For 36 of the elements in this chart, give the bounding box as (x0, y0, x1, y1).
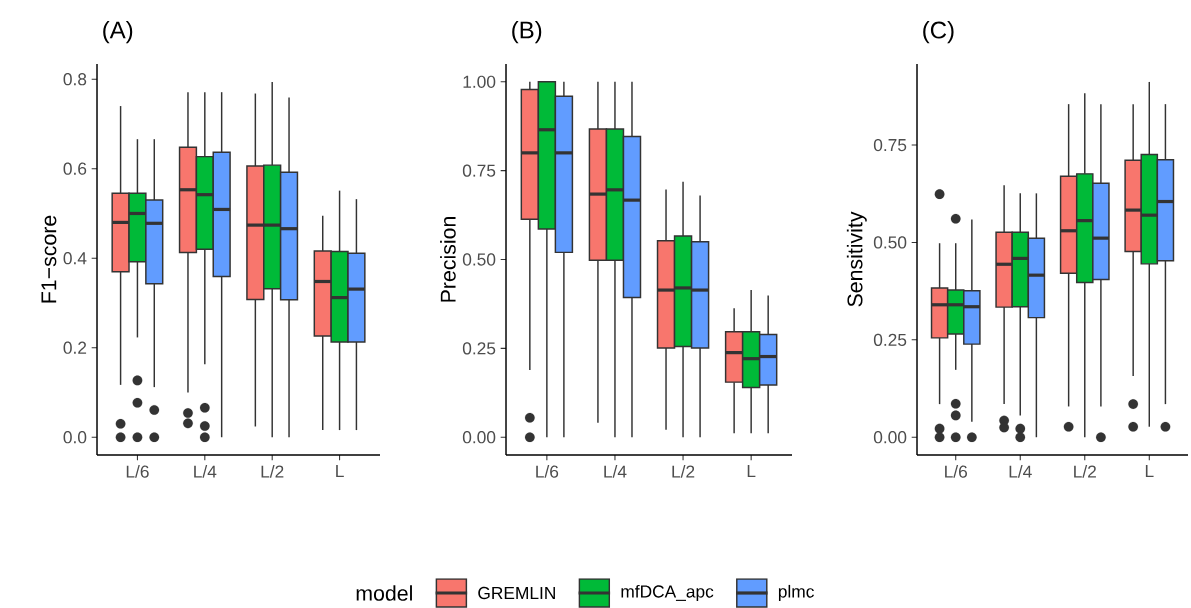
chart-title: (B) (512, 20, 542, 44)
y-tick-label: 0.00 (462, 431, 496, 444)
y-tick-label: 0.8 (63, 73, 87, 86)
legend-label: plmc (778, 584, 814, 602)
chart-title: (C) (923, 20, 954, 44)
y-tick-label: 0.0 (63, 431, 87, 444)
y-tick-label: 0.25 (462, 342, 496, 355)
x-tick-label: L/6 (126, 465, 149, 478)
y-tick-label: 0.6 (63, 162, 87, 175)
y-tick-label: 0.75 (462, 164, 496, 177)
legend-title: model (356, 585, 412, 601)
y-axis-title: Precision (440, 217, 456, 302)
x-tick-label: L (747, 465, 756, 477)
x-tick-label: L/4 (604, 465, 627, 478)
x-tick-label: L/4 (194, 465, 217, 478)
x-tick-label: L (1145, 465, 1154, 477)
y-tick-label: 0.25 (873, 333, 907, 346)
y-tick-label: 0.4 (63, 252, 87, 265)
x-tick-label: L/6 (945, 465, 968, 478)
y-tick-label: 0.50 (462, 253, 496, 266)
y-axis-title: F1−score (41, 215, 57, 303)
y-tick-label: 1.00 (463, 75, 496, 88)
y-tick-label: 0.00 (873, 431, 907, 444)
legend-label: mfDCA_apc (621, 584, 714, 602)
x-tick-label: L/2 (261, 465, 284, 478)
y-tick-label: 0.75 (873, 138, 907, 152)
x-tick-label: L/2 (1074, 465, 1096, 478)
x-tick-label: L (336, 465, 344, 477)
y-tick-label: 0.2 (63, 341, 87, 354)
x-tick-label: L/6 (536, 465, 559, 478)
legend-label: GREMLIN (478, 586, 555, 600)
chart-title: (A) (103, 20, 133, 44)
y-tick-label: 0.50 (873, 236, 907, 249)
y-axis-title: Sensitivity (846, 211, 867, 307)
x-tick-label: L/4 (1009, 465, 1032, 478)
x-tick-label: L/2 (672, 465, 695, 478)
